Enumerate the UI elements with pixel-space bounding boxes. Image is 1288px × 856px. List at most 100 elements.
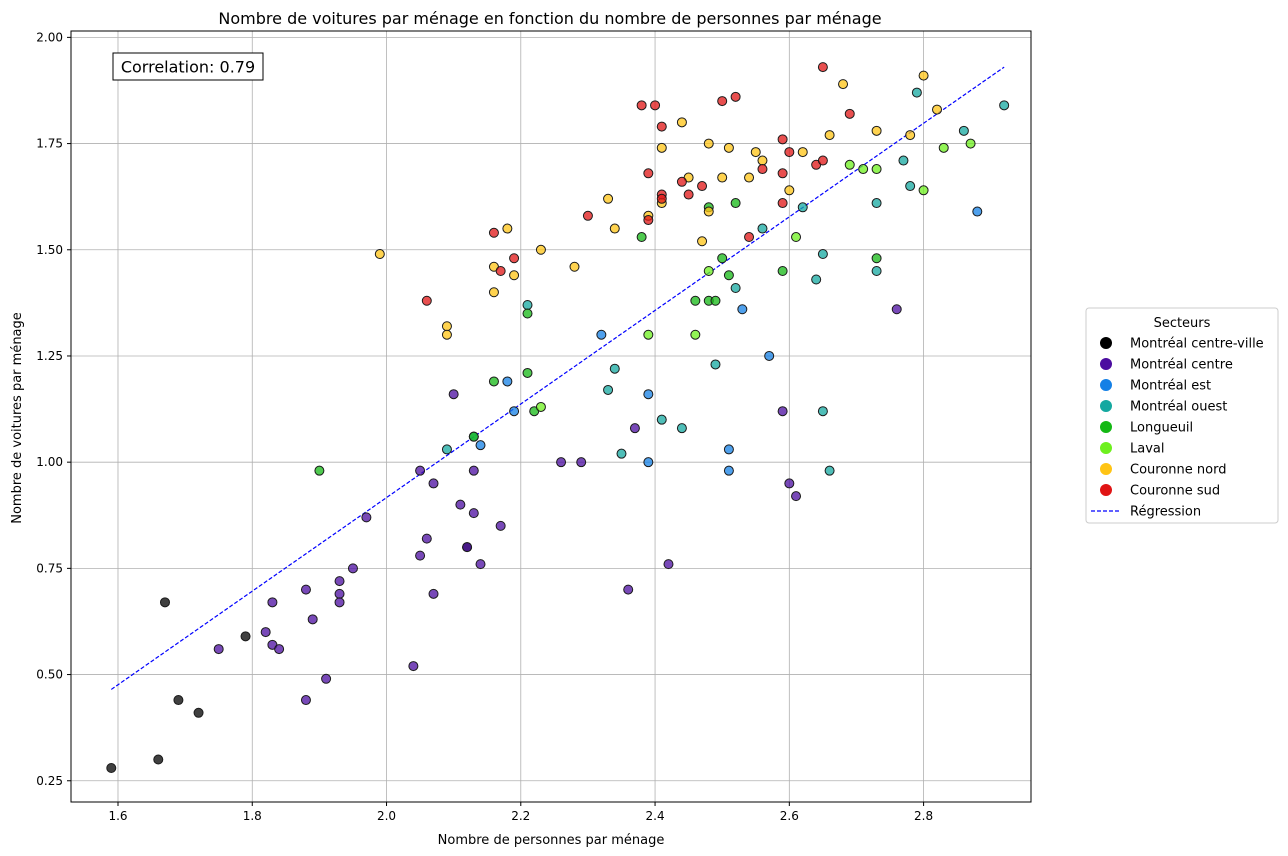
data-point	[495, 266, 506, 277]
data-point	[817, 62, 828, 73]
data-point	[300, 695, 311, 706]
data-point	[488, 227, 499, 238]
data-point	[307, 614, 318, 625]
data-point	[871, 164, 882, 175]
data-point	[488, 376, 499, 387]
data-point	[791, 491, 802, 502]
series-points	[106, 542, 473, 774]
data-point	[643, 215, 654, 226]
series-points	[314, 198, 882, 476]
data-point	[697, 236, 708, 247]
data-point	[757, 164, 768, 175]
data-point	[656, 193, 667, 204]
legend-marker	[1100, 400, 1112, 412]
x-tick-label: 2.6	[780, 809, 799, 823]
data-point	[710, 359, 721, 370]
data-point	[797, 202, 808, 213]
data-point	[777, 134, 788, 145]
data-point	[643, 457, 654, 468]
legend-marker	[1100, 463, 1112, 475]
legend-marker	[1100, 442, 1112, 454]
data-point	[643, 329, 654, 340]
data-point	[629, 423, 640, 434]
data-point	[656, 142, 667, 153]
data-point	[723, 444, 734, 455]
data-point	[817, 155, 828, 166]
data-point	[676, 423, 687, 434]
data-point	[690, 329, 701, 340]
data-point	[106, 763, 117, 774]
data-point	[723, 142, 734, 153]
data-point	[556, 457, 567, 468]
data-point	[744, 172, 755, 183]
data-point	[314, 465, 325, 476]
x-tick-label: 2.2	[511, 809, 530, 823]
data-point	[898, 155, 909, 166]
data-point	[737, 304, 748, 315]
legend-marker	[1100, 421, 1112, 433]
data-point	[911, 87, 922, 98]
data-point	[421, 533, 432, 544]
data-point	[274, 644, 285, 655]
data-point	[777, 406, 788, 417]
data-point	[932, 104, 943, 115]
y-axis-ticks: 0.25 0.50 0.75 1.00 1.25 1.50 1.75 2.00	[36, 30, 71, 788]
data-point	[723, 465, 734, 476]
legend-title: Secteurs	[1154, 316, 1211, 331]
data-point	[468, 465, 479, 476]
data-point	[676, 176, 687, 187]
data-point	[764, 350, 775, 361]
data-point	[428, 588, 439, 599]
legend-marker	[1100, 358, 1112, 370]
data-point	[616, 448, 627, 459]
x-tick-label: 1.6	[108, 809, 127, 823]
data-point	[791, 232, 802, 243]
data-point	[522, 367, 533, 378]
data-point	[858, 164, 869, 175]
y-tick-label: 0.25	[36, 774, 63, 788]
data-point	[415, 550, 426, 561]
data-point	[462, 542, 473, 553]
data-point	[408, 661, 419, 672]
data-point	[455, 499, 466, 510]
data-point	[871, 125, 882, 136]
data-point	[502, 376, 513, 387]
legend-label: Couronne sud	[1130, 484, 1220, 499]
data-point	[267, 597, 278, 608]
data-point	[744, 232, 755, 243]
data-point	[488, 287, 499, 298]
data-points	[106, 62, 1010, 774]
data-point	[703, 266, 714, 277]
y-axis-label: Nombre de voitures par ménage	[10, 312, 25, 524]
data-point	[663, 559, 674, 570]
data-point	[448, 389, 459, 400]
data-point	[817, 249, 828, 260]
legend-frame	[1085, 307, 1279, 524]
data-point	[334, 588, 345, 599]
data-point	[475, 440, 486, 451]
data-point	[596, 329, 607, 340]
data-point	[690, 295, 701, 306]
data-point	[509, 406, 520, 417]
data-point	[777, 168, 788, 179]
data-point	[717, 253, 728, 264]
regression-line	[110, 66, 1005, 690]
data-point	[475, 559, 486, 570]
data-point	[441, 329, 452, 340]
data-point	[576, 457, 587, 468]
data-point	[428, 478, 439, 489]
data-point	[656, 121, 667, 132]
data-point	[676, 117, 687, 128]
data-point	[421, 295, 432, 306]
data-point	[838, 79, 849, 90]
data-point	[509, 253, 520, 264]
data-point	[522, 308, 533, 319]
data-point	[918, 70, 929, 81]
data-point	[784, 478, 795, 489]
data-point	[609, 363, 620, 374]
data-point	[535, 244, 546, 255]
data-point	[723, 270, 734, 281]
data-point	[582, 210, 593, 221]
data-point	[844, 159, 855, 170]
